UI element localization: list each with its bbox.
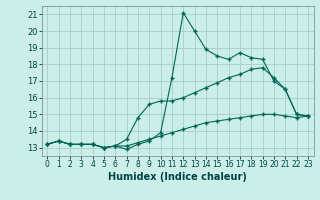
X-axis label: Humidex (Indice chaleur): Humidex (Indice chaleur)	[108, 172, 247, 182]
